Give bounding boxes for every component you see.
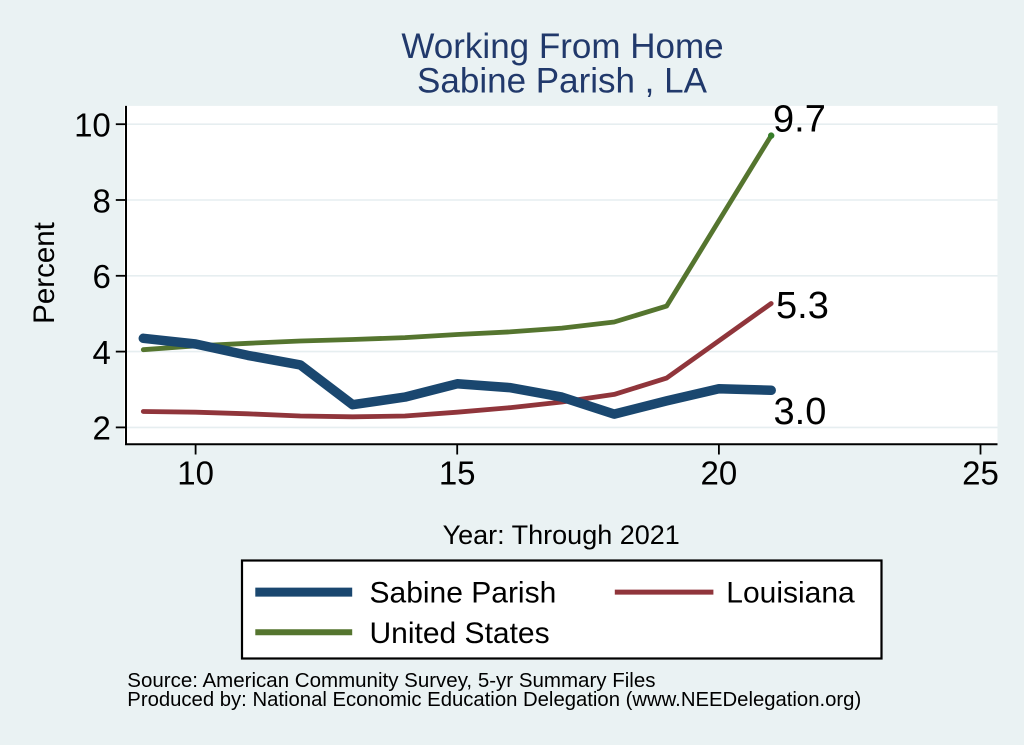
- svg-text:2: 2: [92, 410, 110, 447]
- svg-text:Sabine Parish: Sabine Parish: [370, 577, 557, 610]
- svg-text:Sabine Parish , LA: Sabine Parish , LA: [417, 61, 708, 100]
- svg-text:25: 25: [962, 455, 999, 492]
- svg-text:9.7: 9.7: [773, 99, 826, 141]
- svg-text:6: 6: [92, 258, 110, 295]
- svg-text:20: 20: [701, 455, 738, 492]
- svg-text:Working From Home: Working From Home: [401, 27, 723, 66]
- svg-text:15: 15: [439, 455, 476, 492]
- svg-text:3.0: 3.0: [774, 391, 827, 433]
- svg-text:5.3: 5.3: [776, 285, 829, 327]
- svg-text:Produced by: National Economic: Produced by: National Economic Education…: [127, 689, 861, 711]
- svg-text:4: 4: [92, 334, 110, 371]
- svg-text:Year: Through 2021: Year: Through 2021: [443, 520, 680, 550]
- svg-text:Percent: Percent: [28, 222, 61, 324]
- svg-text:8: 8: [92, 182, 110, 219]
- svg-text:Louisiana: Louisiana: [726, 577, 855, 610]
- svg-text:Source: American Community Sur: Source: American Community Survey, 5-yr …: [127, 669, 655, 692]
- svg-text:United States: United States: [370, 617, 550, 650]
- svg-text:10: 10: [74, 107, 111, 144]
- svg-text:10: 10: [177, 455, 214, 492]
